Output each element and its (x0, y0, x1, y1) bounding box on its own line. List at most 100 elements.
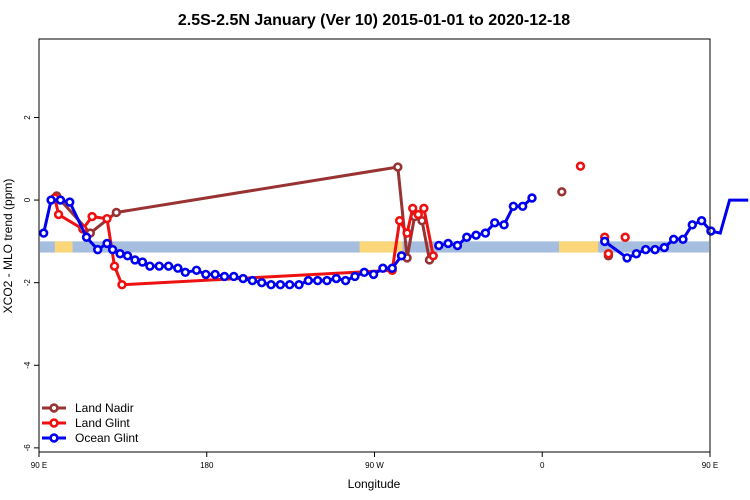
series-layer (38, 161, 749, 290)
ocean-glint-point-0-19 (210, 269, 220, 280)
ocean-glint-point-0-33 (340, 275, 351, 286)
x-axis: 90 E 180 90 W 0 90 E (31, 452, 718, 470)
ocean-glint-point-1-5 (480, 228, 491, 238)
x-tick-label-0: 90 E (31, 461, 47, 470)
land-glint-point-0-3 (87, 211, 97, 222)
land-glint-point-0-1 (53, 209, 64, 220)
legend-land-glint-marker (49, 418, 59, 428)
land-glint-point-0-9 (402, 228, 412, 238)
x-tick-label-4: 90 E (702, 461, 718, 470)
ocean-glint-point-0-26 (275, 280, 286, 290)
ocean-glint-point-0-10 (130, 255, 140, 265)
land-glint-point-0-13 (428, 251, 438, 261)
ocean-glint-point-0-22 (238, 273, 248, 284)
ocean-glint-point-0-14 (163, 261, 174, 271)
ocean-glint-point-0-21 (229, 271, 239, 282)
ocean-glint-line-1 (438, 196, 533, 248)
y-tick-label-4: 2 (23, 115, 32, 120)
legend-land-glint-label: Land Glint (75, 416, 130, 430)
land-glint-point-0-5 (109, 261, 120, 271)
ocean-glint-point-0-30 (312, 275, 323, 286)
ocean-glint-point-2-5 (659, 242, 670, 253)
band-land-segment-1 (359, 241, 403, 253)
chart-title: 2.5S-2.5N January (Ver 10) 2015-01-01 to… (178, 12, 570, 29)
ocean-glint-point-0-6 (102, 238, 112, 249)
ocean-glint-point-0-3 (65, 197, 75, 207)
x-tick-label-1: 180 (200, 461, 214, 470)
ocean-glint-point-0-29 (303, 275, 314, 286)
y-tick-label-1: -4 (23, 361, 32, 369)
ocean-glint-point-2-8 (687, 220, 697, 230)
ocean-glint-point-0-25 (266, 280, 276, 290)
ocean-glint-point-0-35 (359, 267, 369, 278)
ocean-glint-point-0-27 (284, 280, 295, 290)
band-land-segment-0 (54, 241, 73, 253)
ocean-glint-point-1-8 (508, 201, 519, 211)
land-glint-point-4-0 (575, 161, 586, 171)
land-glint-point-0-4 (102, 213, 112, 224)
land-nadir-point-4-0 (557, 187, 567, 197)
ocean-glint-point-1-0 (434, 240, 444, 251)
land-glint-point-4-3 (620, 232, 630, 242)
ocean-glint-point-2-2 (631, 249, 642, 259)
legend-land-nadir-marker (49, 403, 59, 413)
legend-ocean-glint-marker (49, 433, 59, 443)
ocean-glint-point-0-1 (46, 195, 56, 205)
ocean-glint-point-0-17 (191, 265, 202, 275)
y-axis: -6 -4 -2 0 2 (23, 115, 39, 452)
ocean-glint-point-1-1 (443, 238, 453, 249)
land-glint-point-0-6 (117, 280, 127, 290)
land-glint-point-0-8 (394, 216, 405, 226)
land-glint-point-0-10 (408, 203, 418, 214)
ocean-glint-point-0-32 (331, 273, 341, 284)
ocean-glint-point-1-4 (471, 230, 481, 240)
ocean-glint-point-2-9 (696, 216, 707, 226)
ocean-glint-point-0-36 (368, 269, 379, 280)
reference-band (40, 241, 709, 253)
ocean-glint-point-0-31 (322, 275, 332, 286)
ocean-glint-point-0-23 (247, 275, 258, 286)
ocean-glint-point-0-11 (137, 257, 148, 267)
ocean-glint-point-0-15 (173, 263, 183, 273)
legend-land-nadir-label: Land Nadir (75, 401, 134, 415)
land-nadir-point-0-3 (393, 162, 403, 172)
ocean-glint-point-0-13 (154, 261, 164, 271)
land-glint-point-0-11 (413, 209, 424, 220)
ocean-glint-point-0-7 (107, 244, 118, 255)
x-tick-label-3: 0 (540, 461, 545, 470)
ocean-glint-point-0-5 (93, 244, 103, 255)
ocean-glint-point-2-6 (668, 234, 679, 245)
ocean-glint-point-1-10 (527, 193, 537, 203)
ocean-glint-point-2-1 (622, 253, 632, 263)
ocean-glint-point-2-0 (599, 236, 610, 247)
y-tick-label-2: -2 (23, 279, 32, 287)
ocean-glint-point-2-10 (706, 226, 716, 236)
ocean-glint-point-1-3 (462, 232, 472, 242)
y-tick-label-3: 0 (23, 197, 32, 202)
legend-ocean-glint-label: Ocean Glint (75, 431, 139, 445)
ocean-glint-point-0-4 (81, 232, 92, 242)
ocean-glint-point-0-2 (55, 195, 66, 205)
ocean-glint-point-0-18 (201, 269, 211, 280)
ocean-glint-point-0-16 (180, 267, 191, 278)
ocean-glint-point-1-9 (517, 201, 528, 211)
ocean-glint-point-1-2 (452, 240, 463, 251)
ocean-glint-point-0-8 (115, 249, 125, 259)
x-tick-label-2: 90 W (365, 461, 384, 470)
ocean-glint-point-0-38 (387, 263, 397, 273)
y-tick-label-0: -6 (23, 444, 32, 452)
land-nadir-point-0-2 (111, 207, 122, 218)
ocean-glint-point-0-39 (396, 251, 407, 261)
land-glint-point-0-12 (419, 203, 429, 214)
ocean-glint-point-1-7 (499, 220, 509, 230)
ocean-glint-point-0-24 (257, 277, 267, 288)
y-axis-label: XCO2 - MLO trend (ppm) (1, 179, 15, 314)
x-axis-label: Longitude (348, 477, 401, 491)
ocean-glint-point-2-7 (678, 234, 688, 245)
ocean-glint-point-0-9 (122, 251, 133, 261)
ocean-glint-point-0-0 (38, 228, 49, 238)
ocean-glint-point-0-34 (350, 271, 360, 282)
ocean-glint-point-0-20 (219, 271, 230, 282)
